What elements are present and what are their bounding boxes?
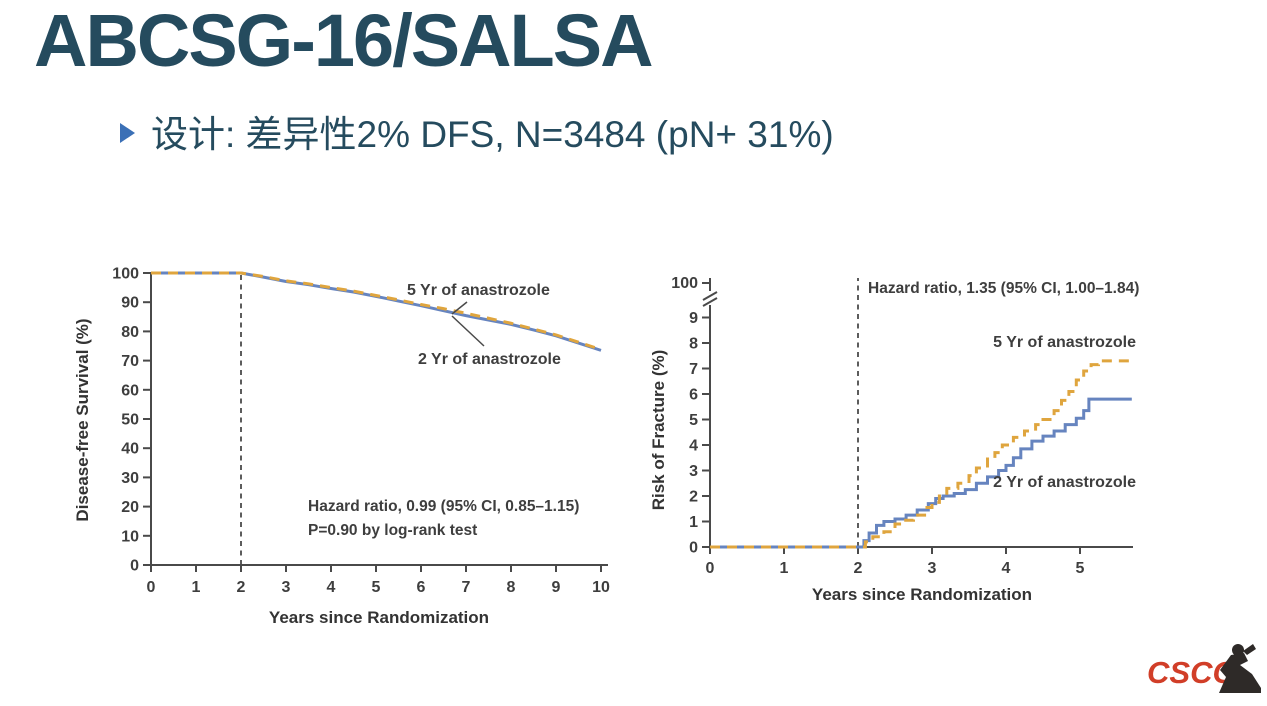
y-tick-label: 50	[121, 412, 139, 429]
slide-title: ABCSG-16/SALSA	[34, 0, 654, 82]
x-axis-title: Years since Randomization	[812, 585, 1032, 604]
y-tick-label: 0	[130, 558, 139, 575]
axis-break-icon	[702, 291, 718, 301]
x-tick-label: 2	[854, 560, 863, 577]
series-label-5yr: 5 Yr of anastrozole	[993, 334, 1136, 351]
y-top-tick-label: 100	[671, 275, 698, 292]
csco-logo: CSCO ®	[1143, 641, 1267, 701]
x-tick-label: 0	[706, 560, 715, 577]
y-tick-label: 8	[689, 336, 698, 353]
y-tick-label: 40	[121, 441, 139, 458]
x-tick-label: 4	[327, 579, 336, 596]
bullet-text: 设计: 差异性2% DFS, N=3484 (pN+ 31%)	[151, 114, 834, 155]
series-label-2yr: 2 Yr of anastrozole	[993, 474, 1136, 491]
y-tick-label: 10	[121, 528, 139, 545]
bullet-row: 设计: 差异性2% DFS, N=3484 (pN+ 31%)	[120, 104, 834, 158]
y-tick-label: 0	[689, 540, 698, 557]
annotation-line: Hazard ratio, 1.35 (95% CI, 1.00–1.84)	[868, 280, 1139, 297]
series-label-2yr: 2 Yr of anastrozole	[418, 351, 561, 368]
series-line-5yr	[710, 359, 1132, 549]
y-tick-label: 20	[121, 499, 139, 516]
x-tick-label: 7	[462, 579, 471, 596]
bullet-triangle-icon	[120, 123, 135, 143]
x-tick-label: 1	[780, 560, 789, 577]
y-axis-title: Risk of Fracture (%)	[649, 350, 668, 511]
x-tick-label: 8	[507, 579, 516, 596]
y-tick-label: 5	[689, 412, 698, 429]
series-line-2yr	[710, 397, 1132, 549]
y-tick-label: 7	[689, 361, 698, 378]
x-tick-label: 3	[928, 560, 937, 577]
x-tick-label: 2	[237, 579, 246, 596]
y-tick-label: 2	[689, 489, 698, 506]
y-tick-label: 100	[112, 266, 139, 283]
y-tick-label: 90	[121, 295, 139, 312]
x-tick-label: 10	[592, 579, 610, 596]
x-axis-title: Years since Randomization	[269, 608, 489, 627]
label-leader-line	[451, 301, 468, 315]
x-tick-label: 5	[372, 579, 381, 596]
x-tick-label: 6	[417, 579, 426, 596]
annotation-line: Hazard ratio, 0.99 (95% CI, 0.85–1.15)	[308, 498, 579, 515]
y-tick-label: 1	[689, 514, 698, 531]
x-tick-label: 1	[192, 579, 201, 596]
x-tick-label: 5	[1076, 560, 1085, 577]
y-tick-label: 70	[121, 353, 139, 370]
csco-figure-icon	[1219, 644, 1261, 693]
series-line-5yr	[151, 271, 602, 351]
label-leader-line	[451, 315, 485, 347]
x-tick-label: 4	[1002, 560, 1011, 577]
y-axis-title: Disease-free Survival (%)	[73, 318, 92, 521]
y-tick-label: 9	[689, 310, 698, 327]
csco-logo-text: CSCO	[1147, 655, 1237, 690]
x-tick-label: 9	[552, 579, 561, 596]
y-tick-label: 4	[689, 438, 698, 455]
series-label-5yr: 5 Yr of anastrozole	[407, 282, 550, 299]
y-tick-label: 30	[121, 470, 139, 487]
y-tick-label: 3	[689, 463, 698, 480]
y-tick-label: 6	[689, 387, 698, 404]
y-tick-label: 60	[121, 382, 139, 399]
x-tick-label: 0	[147, 579, 156, 596]
fracture-risk-chart: 0 1 2 3 4 5 0 1 2 3 4 5 6 7 8 9 100 5 Yr of anastrozole 2 …	[649, 275, 1139, 604]
annotation-line: P=0.90 by log-rank test	[308, 522, 477, 539]
x-tick-label: 3	[282, 579, 291, 596]
y-tick-label: 80	[121, 324, 139, 341]
